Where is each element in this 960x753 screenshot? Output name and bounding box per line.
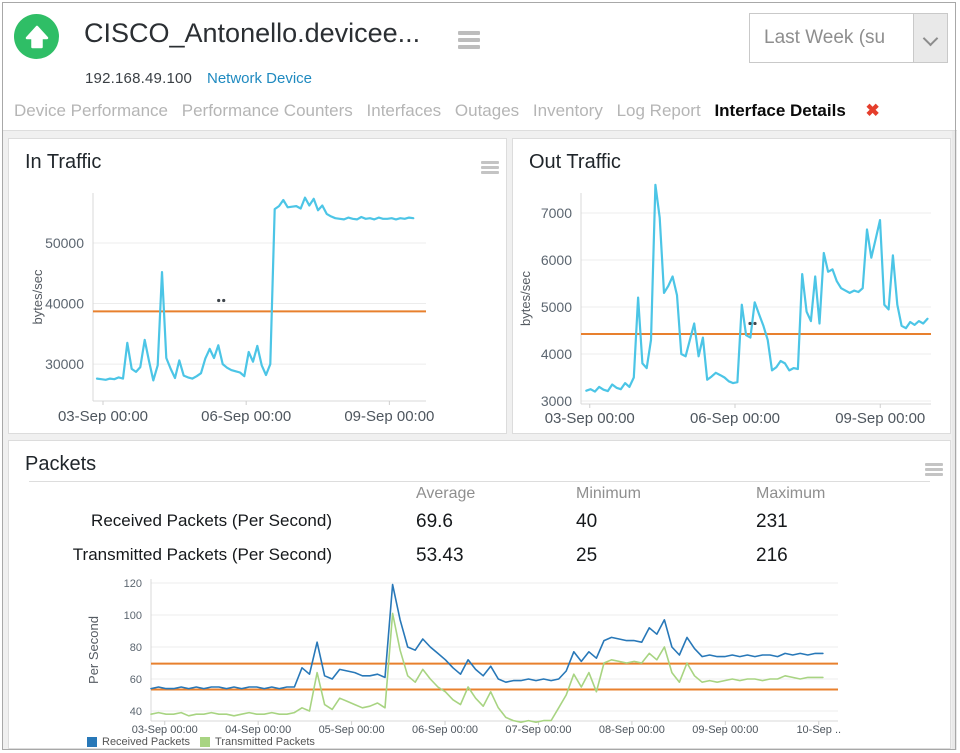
svg-text:bytes/sec: bytes/sec <box>30 269 45 324</box>
received-packets-swatch <box>87 737 97 747</box>
svg-text:08-Sep 00:00: 08-Sep 00:00 <box>599 724 665 736</box>
tab-interfaces[interactable]: Interfaces <box>366 101 442 120</box>
row-maximum: 216 <box>756 545 788 566</box>
out-traffic-panel: Out Traffic 3000 4000 5000 6000 7000 03-Sep 0… <box>512 138 951 434</box>
device-ip: 192.168.49.100 <box>85 70 193 87</box>
table-row: Transmitted Packets (Per Second) 53.43 2… <box>9 545 950 569</box>
row-maximum: 231 <box>756 511 788 532</box>
col-average: Average <box>416 485 476 502</box>
svg-text:bytes/sec: bytes/sec <box>518 271 533 326</box>
svg-text:3000: 3000 <box>541 393 572 409</box>
svg-text:Per Second: Per Second <box>86 616 101 684</box>
legend-label: Received Packets <box>102 736 191 748</box>
svg-text:03-Sep 00:00: 03-Sep 00:00 <box>545 410 635 427</box>
tab-outages[interactable]: Outages <box>454 101 520 120</box>
svg-text:09-Sep 00:00: 09-Sep 00:00 <box>344 408 434 425</box>
svg-text:100: 100 <box>124 610 142 622</box>
table-row: Received Packets (Per Second) 69.6 40 23… <box>9 511 950 535</box>
row-label: Received Packets (Per Second) <box>91 511 332 530</box>
device-type-link[interactable]: Network Device <box>207 70 313 87</box>
in-traffic-chart: 30000 40000 50000 03-Sep 00:00 06-Sep 00:00 0… <box>30 193 434 425</box>
svg-text:30000: 30000 <box>45 356 84 372</box>
packets-menu-icon[interactable] <box>925 461 943 478</box>
device-status-icon <box>14 14 59 59</box>
svg-text:80: 80 <box>130 642 142 654</box>
svg-text:06-Sep 00:00: 06-Sep 00:00 <box>412 724 478 736</box>
row-minimum: 40 <box>576 511 598 532</box>
col-minimum: Minimum <box>576 485 641 502</box>
in-traffic-title: In Traffic <box>25 151 102 173</box>
svg-text:03-Sep 00:00: 03-Sep 00:00 <box>58 408 148 425</box>
svg-text:04-Sep 00:00: 04-Sep 00:00 <box>225 724 291 736</box>
tab-inventory[interactable]: Inventory <box>532 101 603 120</box>
packets-table-header: Average Minimum Maximum <box>9 485 950 509</box>
svg-text:05-Sep 00:00: 05-Sep 00:00 <box>319 724 385 736</box>
svg-text:5000: 5000 <box>541 299 572 315</box>
svg-text:06-Sep 00:00: 06-Sep 00:00 <box>201 408 291 425</box>
scrollbar-track[interactable] <box>952 131 957 750</box>
packets-chart: 40 60 80 100 120 03-Sep 00:00 04-Sep 00:00 05-S… <box>86 578 841 736</box>
out-traffic-chart: 3000 4000 5000 6000 7000 03-Sep 00:00 06-Sep 0… <box>518 183 931 427</box>
up-arrow-icon <box>25 25 48 48</box>
tab-log-report[interactable]: Log Report <box>616 101 701 120</box>
tab-interface-details[interactable]: Interface Details <box>714 101 846 120</box>
svg-text:07-Sep 00:00: 07-Sep 00:00 <box>505 724 571 736</box>
tab-device-performance[interactable]: Device Performance <box>14 101 169 120</box>
row-label: Transmitted Packets (Per Second) <box>72 545 332 564</box>
svg-text:50000: 50000 <box>45 235 84 251</box>
svg-text:6000: 6000 <box>541 252 572 268</box>
svg-text:40: 40 <box>130 706 142 718</box>
in-traffic-menu-icon[interactable] <box>481 159 499 176</box>
svg-text:40000: 40000 <box>45 295 84 311</box>
tabbar-divider <box>3 130 957 131</box>
svg-text:60: 60 <box>130 674 142 686</box>
col-maximum: Maximum <box>756 485 826 502</box>
svg-text:120: 120 <box>124 578 142 590</box>
svg-text:06-Sep 00:00: 06-Sep 00:00 <box>690 410 780 427</box>
device-tabbar: Device Performance Performance Counters … <box>14 101 958 121</box>
device-menu-icon[interactable] <box>458 28 480 52</box>
packets-legend: Received Packets Transmitted Packets <box>87 736 325 748</box>
svg-text:4000: 4000 <box>541 346 572 362</box>
packets-panel: Packets Average Minimum Maximum Received… <box>8 440 951 749</box>
in-traffic-panel: In Traffic 30000 40000 50000 03-Sep 00:00 06… <box>8 138 507 434</box>
svg-text:09-Sep 00:00: 09-Sep 00:00 <box>835 410 925 427</box>
device-title: CISCO_Antonello.devicee... <box>84 18 421 48</box>
row-average: 69.6 <box>416 511 453 532</box>
select-chevron-box[interactable] <box>913 14 947 62</box>
transmitted-packets-swatch <box>200 737 211 747</box>
svg-text:09-Sep 00:00: 09-Sep 00:00 <box>692 724 758 736</box>
legend-label: Transmitted Packets <box>215 736 315 748</box>
legend-item[interactable]: Received Packets <box>87 736 190 748</box>
tab-performance-counters[interactable]: Performance Counters <box>181 101 353 120</box>
svg-text:7000: 7000 <box>541 205 572 221</box>
time-range-select[interactable]: Last Week (su <box>749 13 948 63</box>
row-minimum: 25 <box>576 545 598 566</box>
time-range-value: Last Week (su <box>764 27 886 48</box>
chevron-down-icon <box>922 30 939 47</box>
legend-item[interactable]: Transmitted Packets <box>200 736 315 748</box>
row-average: 53.43 <box>416 545 464 566</box>
svg-text:03-Sep 00:00: 03-Sep 00:00 <box>132 724 198 736</box>
packets-divider <box>29 481 930 482</box>
out-traffic-title: Out Traffic <box>529 151 621 173</box>
packets-title: Packets <box>25 453 97 475</box>
svg-text:10-Sep ..: 10-Sep .. <box>796 724 841 736</box>
close-tab-icon[interactable]: ✖ <box>865 101 880 120</box>
